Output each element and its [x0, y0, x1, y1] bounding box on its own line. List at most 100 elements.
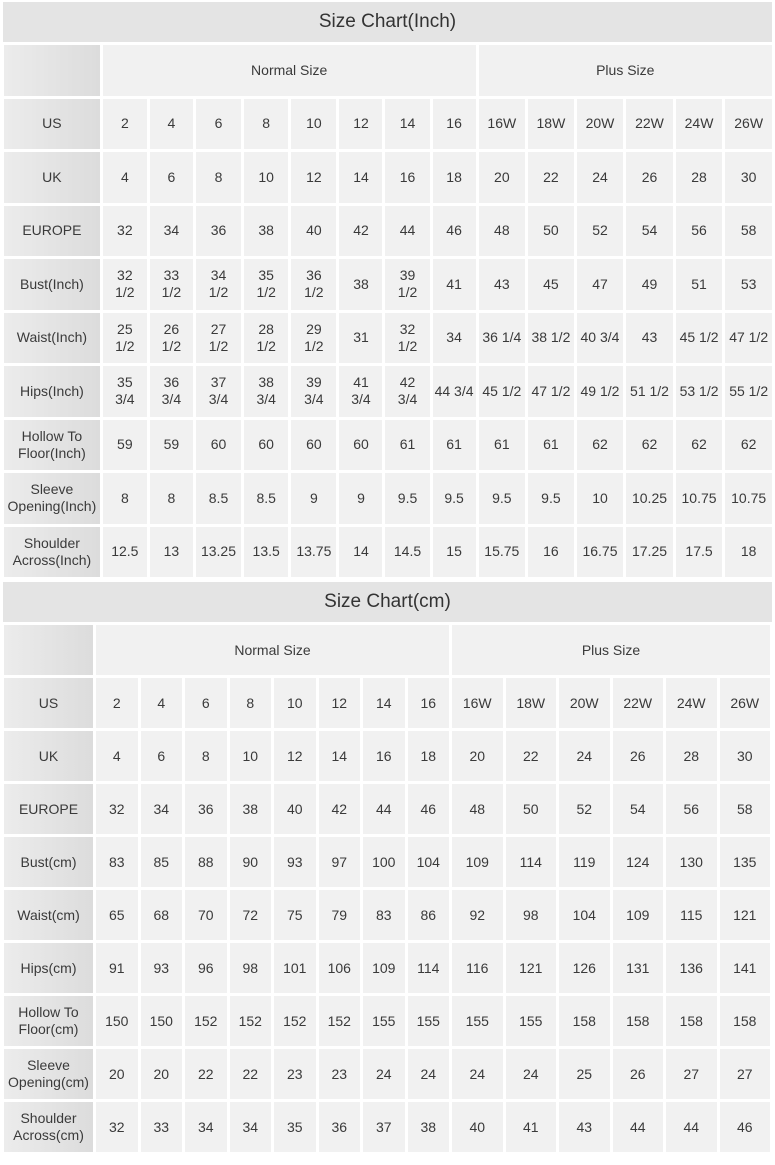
- size-cell: 96: [185, 943, 227, 993]
- size-cell: 8: [229, 678, 271, 728]
- table-row: EUROPE 32 34 36 38 40 42 44 46 48 50 52 54 56 58: [4, 784, 770, 834]
- size-cell: 8.5: [244, 473, 289, 524]
- size-cell: 22: [528, 152, 574, 203]
- size-cell: 56: [675, 205, 723, 256]
- group-header-plus: Plus Size: [478, 45, 772, 96]
- size-cell: 36 1/2: [291, 259, 337, 310]
- size-cell: 44: [666, 1102, 717, 1152]
- corner-cell: [4, 625, 93, 675]
- size-cell: 9.5: [385, 473, 430, 524]
- size-cell: 44: [363, 784, 405, 834]
- size-cell: 42 3/4: [385, 366, 430, 417]
- size-cell: 119: [559, 837, 610, 887]
- size-cell: 44: [385, 205, 430, 256]
- size-cell: 114: [505, 837, 556, 887]
- size-cell: 22: [185, 1049, 227, 1099]
- size-cell: 13.25: [195, 526, 242, 577]
- size-cell: 16: [407, 678, 449, 728]
- size-cell: 17.25: [626, 526, 673, 577]
- size-cell: 47 1/2: [725, 312, 772, 363]
- size-cell: 20: [140, 1049, 182, 1099]
- size-cell: 60: [244, 419, 289, 470]
- size-cell: 16W: [478, 98, 526, 149]
- size-cell: 24: [505, 1049, 556, 1099]
- size-cell: 38: [407, 1102, 449, 1152]
- size-cell: 47 1/2: [528, 366, 574, 417]
- group-header-row: Normal Size Plus Size: [4, 45, 772, 96]
- table-row: Hollow To Floor(cm) 150 150 152 152 152 152 155…: [4, 996, 770, 1046]
- size-cell: 45 1/2: [675, 312, 723, 363]
- size-cell: 98: [505, 890, 556, 940]
- table-row: US 2 4 6 8 10 12 14 16 16W 18W 20W 22W 24W 26W: [4, 678, 770, 728]
- size-cell: 40: [291, 205, 337, 256]
- size-cell: 42: [339, 205, 383, 256]
- size-cell: 8: [149, 473, 193, 524]
- row-label: Waist(cm): [4, 890, 93, 940]
- size-cell: 18W: [528, 98, 574, 149]
- size-cell: 10: [229, 731, 271, 781]
- size-cell: 52: [559, 784, 610, 834]
- size-cell: 14: [339, 152, 383, 203]
- size-cell: 38 3/4: [244, 366, 289, 417]
- size-cell: 8: [244, 98, 289, 149]
- size-cell: 60: [291, 419, 337, 470]
- size-cell: 52: [576, 205, 624, 256]
- size-cell: 20: [96, 1049, 138, 1099]
- size-cell: 40: [452, 1102, 503, 1152]
- row-label: Bust(Inch): [4, 259, 100, 310]
- size-cell: 41: [505, 1102, 556, 1152]
- size-cell: 38: [244, 205, 289, 256]
- size-cell: 56: [666, 784, 717, 834]
- size-cell: 152: [229, 996, 271, 1046]
- size-cell: 24: [363, 1049, 405, 1099]
- size-cell: 8: [185, 731, 227, 781]
- size-cell: 141: [719, 943, 770, 993]
- size-cell: 13: [149, 526, 193, 577]
- size-cell: 10: [274, 678, 316, 728]
- size-cell: 40 3/4: [576, 312, 624, 363]
- size-cell: 83: [363, 890, 405, 940]
- size-cell: 60: [195, 419, 242, 470]
- row-label: Sleeve Opening(Inch): [4, 473, 100, 524]
- size-cell: 101: [274, 943, 316, 993]
- size-cell: 2: [102, 98, 147, 149]
- size-cell: 136: [666, 943, 717, 993]
- row-label: UK: [4, 731, 93, 781]
- size-cell: 158: [719, 996, 770, 1046]
- table-row: UK 4 6 8 10 12 14 16 18 20 22 24 26 28 30: [4, 731, 770, 781]
- size-cell: 39 1/2: [385, 259, 430, 310]
- size-cell: 158: [559, 996, 610, 1046]
- size-cell: 58: [725, 205, 772, 256]
- size-cell: 43: [478, 259, 526, 310]
- size-cell: 46: [407, 784, 449, 834]
- size-cell: 62: [675, 419, 723, 470]
- group-header-normal: Normal Size: [96, 625, 449, 675]
- size-cell: 14: [363, 678, 405, 728]
- size-cell: 152: [185, 996, 227, 1046]
- size-cell: 18: [725, 526, 772, 577]
- size-cell: 29 1/2: [291, 312, 337, 363]
- table-row: EUROPE 32 34 36 38 40 42 44 46 48 50 52 54 56 58: [4, 205, 772, 256]
- size-cell: 36: [185, 784, 227, 834]
- size-cell: 68: [140, 890, 182, 940]
- size-cell: 22W: [626, 98, 673, 149]
- row-label: Shoulder Across(Inch): [4, 526, 100, 577]
- size-cell: 23: [318, 1049, 360, 1099]
- group-header-row: Normal Size Plus Size: [4, 625, 770, 675]
- row-label: Hollow To Floor(cm): [4, 996, 93, 1046]
- size-cell: 28: [675, 152, 723, 203]
- size-cell: 48: [478, 205, 526, 256]
- table-row: Hollow To Floor(Inch) 59 59 60 60 60 60 61 61 61 6…: [4, 419, 772, 470]
- size-cell: 109: [363, 943, 405, 993]
- size-cell: 4: [96, 731, 138, 781]
- size-cell: 93: [274, 837, 316, 887]
- group-header-normal: Normal Size: [102, 45, 476, 96]
- size-cell: 121: [719, 890, 770, 940]
- table-row: Bust(Inch) 32 1/2 33 1/2 34 1/2 35 1/2 36 1/2…: [4, 259, 772, 310]
- size-cell: 10.25: [626, 473, 673, 524]
- size-cell: 12: [291, 152, 337, 203]
- row-label: Bust(cm): [4, 837, 93, 887]
- size-chart-inch: Size Chart(Inch) Normal Size Plus Size US 2…: [0, 2, 775, 580]
- size-cell: 32: [96, 784, 138, 834]
- size-cell: 49: [626, 259, 673, 310]
